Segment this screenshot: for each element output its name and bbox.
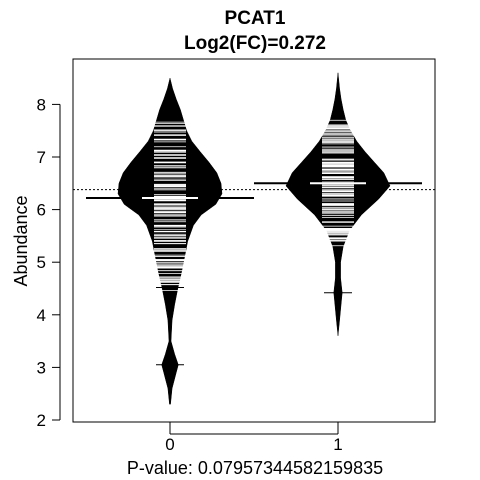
y-tick-label: 8 [37,95,46,114]
x-tick-label: 1 [333,435,342,454]
x-tick-label: 0 [165,435,174,454]
beans-layer [73,72,435,405]
chart-subtitle: Log2(FC)=0.272 [184,33,326,54]
y-tick-label: 2 [37,411,46,430]
y-axis: 2 3 4 5 6 7 8 [37,95,61,430]
y-tick-label: 7 [37,148,46,167]
y-tick-label: 4 [37,306,46,325]
y-tick-label: 6 [37,201,46,220]
chart-title: PCAT1 [225,8,286,29]
y-tick-label: 3 [37,358,46,377]
x-axis-label: P-value: 0.07957344582159835 [127,458,383,478]
y-axis-label: Abundance [11,195,31,286]
y-tick-label: 5 [37,253,46,272]
plot-frame [72,58,436,423]
